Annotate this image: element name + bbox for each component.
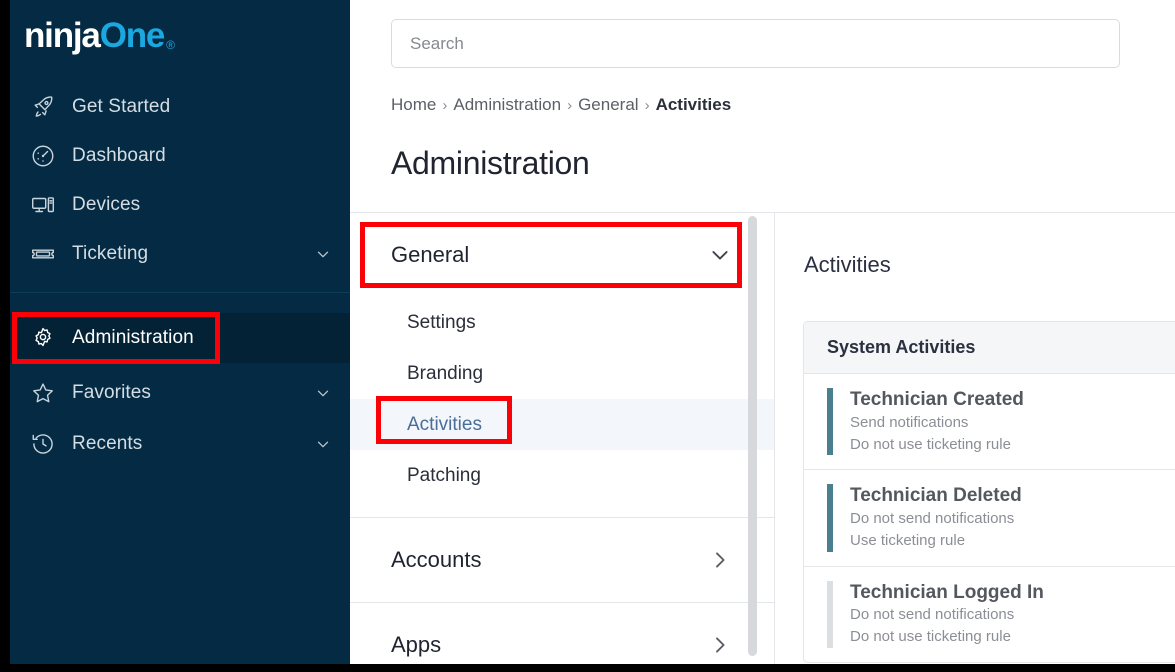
- system-activities-card: System Activities Technician Created Sen…: [803, 321, 1175, 663]
- chevron-right-icon[interactable]: [708, 548, 732, 572]
- chevron-down-icon[interactable]: [708, 243, 732, 267]
- settings-group-accounts[interactable]: Accounts: [350, 518, 774, 602]
- star-icon: [28, 378, 58, 408]
- sidebar-item-label: Administration: [72, 327, 194, 348]
- activity-row[interactable]: Technician Deleted Do not send notificat…: [804, 470, 1175, 567]
- activity-ticketing-setting: Use ticketing rule: [850, 531, 966, 549]
- settings-group-label: General: [391, 242, 470, 267]
- settings-item-label: Activities: [407, 413, 482, 435]
- breadcrumb-item-administration[interactable]: Administration: [453, 95, 562, 114]
- sidebar-divider: [10, 292, 350, 293]
- breadcrumb-item-home[interactable]: Home: [391, 95, 437, 114]
- sidebar-item-favorites[interactable]: Favorites: [10, 368, 350, 418]
- logo-text-one: One: [99, 16, 166, 55]
- activity-name: Technician Created: [850, 389, 1024, 410]
- card-header-title: System Activities: [804, 322, 1175, 374]
- settings-item-label: Patching: [407, 464, 481, 486]
- page-title: Administration: [391, 145, 590, 181]
- activity-status-bar: [827, 580, 833, 648]
- chevron-down-icon[interactable]: [314, 245, 332, 263]
- sidebar-item-label: Dashboard: [72, 145, 166, 166]
- sidebar-item-label: Ticketing: [72, 243, 149, 264]
- settings-group-label: Accounts: [391, 547, 482, 572]
- activity-notification-setting: Do not send notifications: [850, 606, 1015, 624]
- activity-row[interactable]: Technician Created Send notifications Do…: [804, 374, 1175, 471]
- breadcrumb-item-activities: Activities: [655, 95, 732, 114]
- activity-name: Technician Deleted: [850, 485, 1022, 507]
- general-group-highlight-box: [360, 222, 742, 288]
- settings-group-divider: [350, 602, 774, 603]
- ticket-icon: [28, 239, 58, 269]
- sidebar-item-recents[interactable]: Recents: [10, 419, 350, 469]
- sidebar-item-devices[interactable]: Devices: [10, 180, 350, 230]
- chevron-down-icon[interactable]: [314, 384, 332, 402]
- sidebar-item-label: Devices: [72, 194, 141, 215]
- settings-item-settings[interactable]: Settings: [350, 297, 774, 348]
- breadcrumb-separator-icon: ›: [442, 96, 448, 114]
- activity-ticketing-setting: Do not use ticketing rule: [850, 628, 1011, 645]
- activity-status-bar: [827, 388, 833, 456]
- breadcrumb-item-general[interactable]: General: [578, 95, 639, 114]
- settings-item-branding[interactable]: Branding: [350, 348, 774, 399]
- sidebar-item-label: Recents: [72, 433, 143, 454]
- scrollbar-thumb[interactable]: [748, 216, 757, 656]
- settings-item-patching[interactable]: Patching: [350, 450, 774, 501]
- breadcrumb: Home › Administration › General › Activi…: [391, 95, 731, 115]
- settings-group-divider: [350, 517, 774, 518]
- sidebar-item-get-started[interactable]: Get Started: [10, 82, 350, 132]
- rocket-icon: [28, 92, 58, 122]
- sidebar-item-label: Get Started: [72, 96, 171, 117]
- activity-notification-setting: Do not send notifications: [850, 510, 1015, 527]
- registered-trademark-icon: ®: [166, 38, 175, 52]
- search-input[interactable]: [391, 19, 1120, 68]
- sidebar-item-administration[interactable]: Administration: [10, 313, 350, 363]
- application-window: ninja One ® Get Started: [10, 0, 1175, 664]
- activity-status-bar: [827, 484, 833, 552]
- settings-group-label: Apps: [391, 632, 442, 657]
- content-divider: [350, 212, 1175, 213]
- ninjaone-logo[interactable]: ninja One ®: [24, 14, 175, 58]
- settings-item-label: Settings: [407, 311, 476, 333]
- sidebar-item-dashboard[interactable]: Dashboard: [10, 131, 350, 181]
- chevron-down-icon[interactable]: [314, 435, 332, 453]
- chevron-right-icon[interactable]: [708, 633, 732, 657]
- primary-sidebar: ninja One ® Get Started: [10, 0, 350, 664]
- activity-name: Technician Logged In: [850, 581, 1044, 603]
- logo-text-ninja: ninja: [24, 16, 101, 55]
- settings-item-label: Branding: [407, 362, 484, 384]
- breadcrumb-separator-icon: ›: [644, 96, 650, 114]
- activity-ticketing-setting: Do not use ticketing rule: [850, 435, 1011, 453]
- activity-row[interactable]: Technician Logged In Do not send notific…: [804, 567, 1175, 662]
- settings-group-apps[interactable]: Apps: [350, 603, 774, 664]
- main-content-area: Home › Administration › General › Activi…: [350, 0, 1175, 664]
- activities-detail-panel: Activities System Activities Technician …: [776, 213, 1175, 664]
- gauge-icon: [28, 141, 58, 171]
- administration-nav-highlight-box: [12, 312, 220, 364]
- gear-icon: [28, 323, 58, 353]
- activity-notification-setting: Send notifications: [850, 413, 969, 431]
- breadcrumb-separator-icon: ›: [567, 96, 573, 114]
- settings-nav-scrollbar[interactable]: [746, 213, 758, 664]
- sidebar-item-ticketing[interactable]: Ticketing: [10, 229, 350, 279]
- monitor-icon: [28, 190, 58, 220]
- detail-panel-title: Activities: [804, 252, 891, 277]
- sidebar-item-label: Favorites: [72, 382, 152, 403]
- activities-item-highlight-box: [376, 396, 512, 444]
- clock-history-icon: [28, 429, 58, 459]
